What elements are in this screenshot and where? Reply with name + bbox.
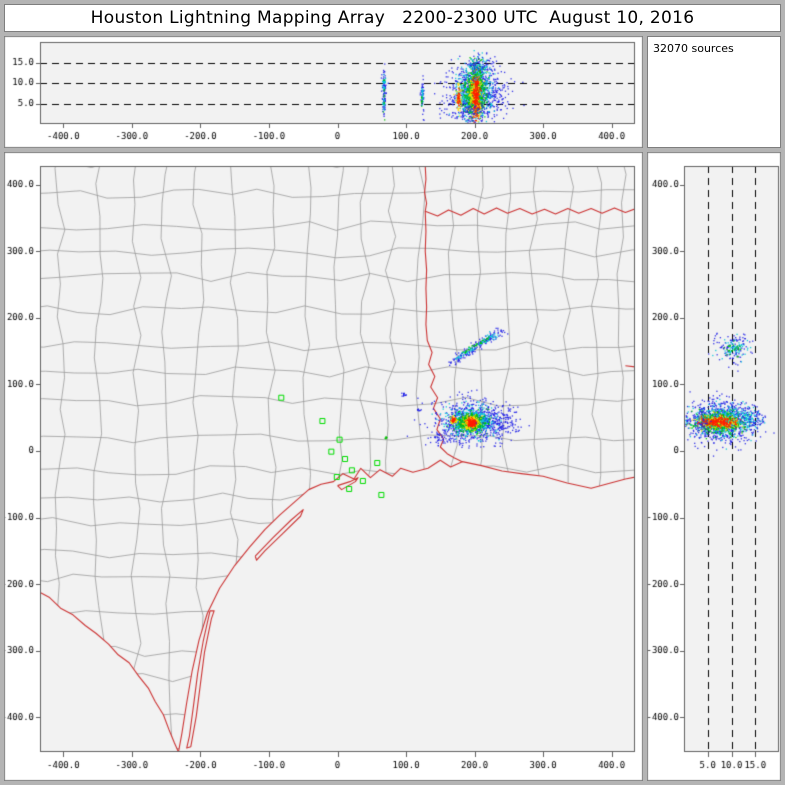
plan-view-map-plot — [4, 152, 643, 781]
page-title: Houston Lightning Mapping Array 2200-230… — [90, 8, 695, 28]
ew-altitude-projection-plot — [4, 36, 643, 148]
ns-altitude-projection-plot — [647, 152, 781, 781]
sources-count-label: 32070 sources — [653, 42, 734, 55]
title-bar: Houston Lightning Mapping Array 2200-230… — [4, 4, 781, 32]
sources-panel: 32070 sources — [647, 36, 781, 148]
